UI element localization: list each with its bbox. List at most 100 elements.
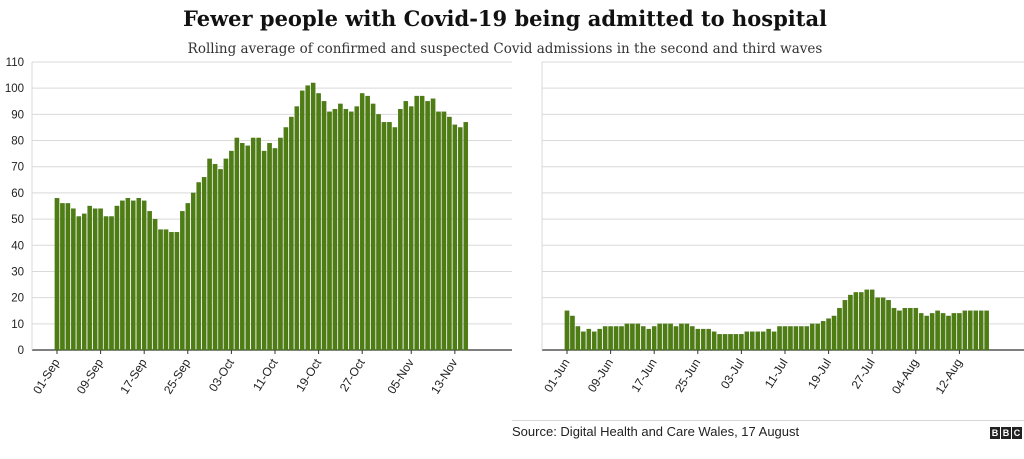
bar — [310, 82, 316, 351]
x-tick-label: 03-Jul — [718, 356, 747, 391]
bar — [163, 229, 169, 351]
bar — [875, 297, 880, 351]
bar — [71, 208, 76, 351]
y-tick-label: 50 — [11, 214, 24, 226]
bar — [662, 323, 668, 351]
bar — [684, 323, 690, 351]
bar — [570, 315, 575, 351]
bar — [441, 111, 447, 351]
bar — [744, 331, 750, 351]
panel-second-wave: 0 10 20 30 40 50 60 70 80 90 100 110 01-Sep 09-Sep 17-… — [5, 57, 512, 396]
x-tick-label: 11-Oct — [250, 356, 281, 394]
x-tick-label: 17-Jun — [628, 356, 659, 395]
bar — [256, 137, 261, 351]
x-tick-label: 09-Sep — [74, 356, 107, 397]
bar — [245, 145, 251, 351]
bar — [229, 150, 234, 351]
bar — [864, 289, 870, 351]
bar — [321, 101, 327, 351]
y-tick-label: 100 — [5, 83, 24, 95]
bar — [668, 323, 673, 351]
bar — [447, 116, 452, 351]
bar — [690, 326, 695, 351]
bar — [750, 331, 755, 351]
bar — [940, 313, 946, 351]
bar — [54, 197, 60, 351]
bar — [799, 326, 804, 351]
y-tick-label: 90 — [11, 109, 24, 121]
bar — [957, 313, 962, 351]
bar — [804, 326, 810, 351]
bar — [283, 127, 289, 351]
bar — [700, 328, 706, 351]
bar — [141, 200, 147, 351]
bar — [711, 331, 717, 351]
bar — [381, 122, 387, 351]
bar — [349, 111, 354, 351]
bar — [951, 313, 957, 351]
bar — [728, 334, 733, 351]
bar — [136, 197, 142, 351]
bar — [651, 326, 657, 351]
y-tick-label: 20 — [11, 293, 24, 305]
bar — [458, 127, 463, 351]
bar — [218, 169, 223, 351]
bar — [299, 90, 305, 351]
bar — [564, 310, 570, 351]
y-tick-label: 110 — [6, 57, 24, 69]
bar — [425, 101, 430, 351]
bar — [946, 315, 951, 351]
bar — [81, 213, 87, 351]
x-tick-label: 09-Jun — [585, 356, 616, 395]
bar — [848, 294, 853, 351]
bar — [788, 326, 793, 351]
bar — [261, 150, 267, 351]
bar — [859, 292, 864, 351]
y-tick-label: 70 — [11, 162, 24, 174]
x-tick-label: 01-Jun — [541, 356, 572, 395]
bar — [294, 106, 300, 351]
bar — [760, 331, 766, 351]
bar — [392, 127, 398, 351]
x-tick-label: 17-Sep — [117, 356, 150, 397]
bar — [338, 103, 343, 351]
bar — [398, 108, 403, 351]
x-tick-label: 19-Jul — [805, 356, 834, 391]
bbc-logo: B B C — [990, 427, 1022, 439]
bar — [635, 323, 641, 351]
bar — [180, 211, 185, 351]
bar — [815, 323, 820, 351]
bar — [76, 216, 82, 351]
bar — [968, 310, 973, 351]
bar — [305, 85, 310, 351]
bar — [826, 318, 831, 351]
bar — [597, 328, 602, 351]
chart-subtitle: Rolling average of confirmed and suspect… — [187, 41, 823, 57]
chart-title: Fewer people with Covid-19 being admitte… — [182, 6, 828, 31]
bar — [332, 108, 338, 351]
bar — [739, 334, 744, 351]
bar — [370, 103, 376, 351]
bar — [376, 114, 381, 351]
x-tick-label: 01-Sep — [30, 356, 63, 397]
bar — [403, 101, 409, 351]
bar — [962, 310, 968, 351]
y-tick-label: 60 — [11, 188, 24, 200]
bar — [196, 182, 201, 351]
bar — [223, 158, 229, 351]
bar — [908, 307, 913, 351]
bar — [793, 326, 799, 351]
bar — [272, 148, 278, 351]
bar — [190, 192, 196, 351]
bar — [174, 232, 180, 351]
bar — [586, 328, 592, 351]
bar — [613, 326, 619, 351]
bar — [755, 331, 761, 351]
bar — [935, 310, 940, 351]
bar — [679, 323, 684, 351]
bar — [430, 98, 436, 351]
bar — [717, 334, 722, 351]
y-tick-label: 10 — [11, 319, 24, 331]
bar — [897, 310, 902, 351]
bar — [65, 203, 71, 351]
